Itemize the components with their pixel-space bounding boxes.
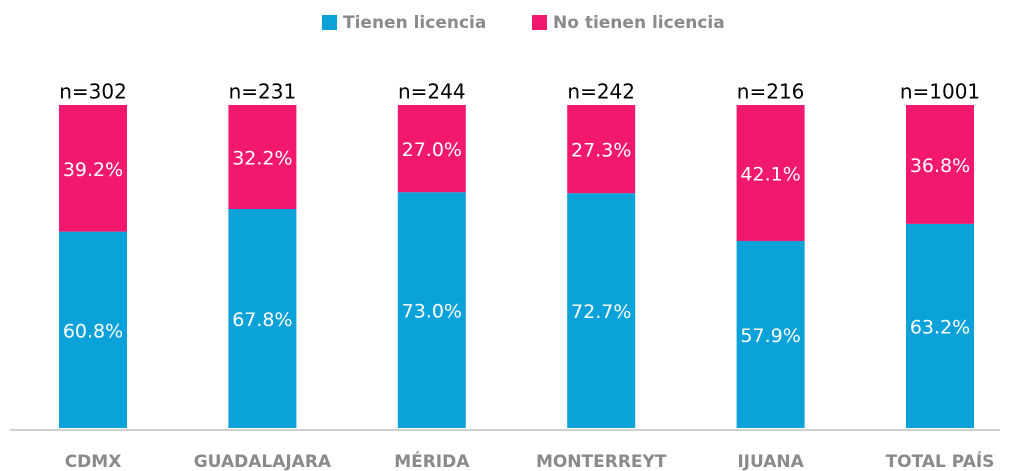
x-tick-label: MÉRIDA	[394, 450, 470, 471]
sample-size-label: n=242	[567, 80, 635, 104]
legend-swatch	[322, 15, 337, 30]
x-tick-label: GUADALAJARA	[194, 452, 332, 471]
legend-label: Tienen licencia	[343, 13, 486, 33]
bar-segment	[567, 105, 636, 194]
x-tick-label: TOTAL PAÍS	[886, 450, 995, 471]
value-label: 72.7%	[571, 301, 631, 323]
sample-size-label: n=231	[229, 80, 297, 104]
bar-segment	[59, 231, 127, 428]
value-label: 67.8%	[232, 309, 292, 331]
x-tick-label: CDMX	[65, 452, 122, 471]
value-label: 36.8%	[910, 155, 970, 177]
legend-swatch	[532, 15, 547, 30]
value-label: 32.2%	[232, 148, 292, 170]
sample-size-label: n=216	[737, 80, 805, 104]
value-label: 39.2%	[63, 159, 123, 181]
value-label: 57.9%	[740, 325, 800, 347]
sample-size-label: n=1001	[900, 80, 980, 104]
bar-segment	[228, 209, 297, 428]
value-label: 63.2%	[910, 316, 970, 338]
bar-segment	[736, 105, 805, 241]
value-label: 42.1%	[740, 163, 800, 185]
value-label: 27.3%	[571, 140, 631, 162]
bar-segment	[567, 193, 636, 428]
sample-size-label: n=302	[59, 80, 127, 104]
bar-segment	[906, 105, 974, 224]
value-label: 60.8%	[63, 320, 123, 342]
sample-size-label: n=244	[398, 80, 466, 104]
value-label: 27.0%	[402, 139, 462, 161]
bar-segment	[397, 105, 466, 193]
bar-segment	[397, 192, 466, 428]
bar-segment	[906, 223, 974, 428]
bar-segment	[59, 105, 127, 232]
legend-label: No tienen licencia	[553, 13, 725, 33]
x-tick-label: IJUANA	[737, 452, 804, 471]
bar-segment	[736, 240, 805, 428]
bar-segment	[228, 105, 297, 210]
value-label: 73.0%	[402, 301, 462, 323]
x-tick-label: MONTERREYT	[536, 452, 667, 471]
